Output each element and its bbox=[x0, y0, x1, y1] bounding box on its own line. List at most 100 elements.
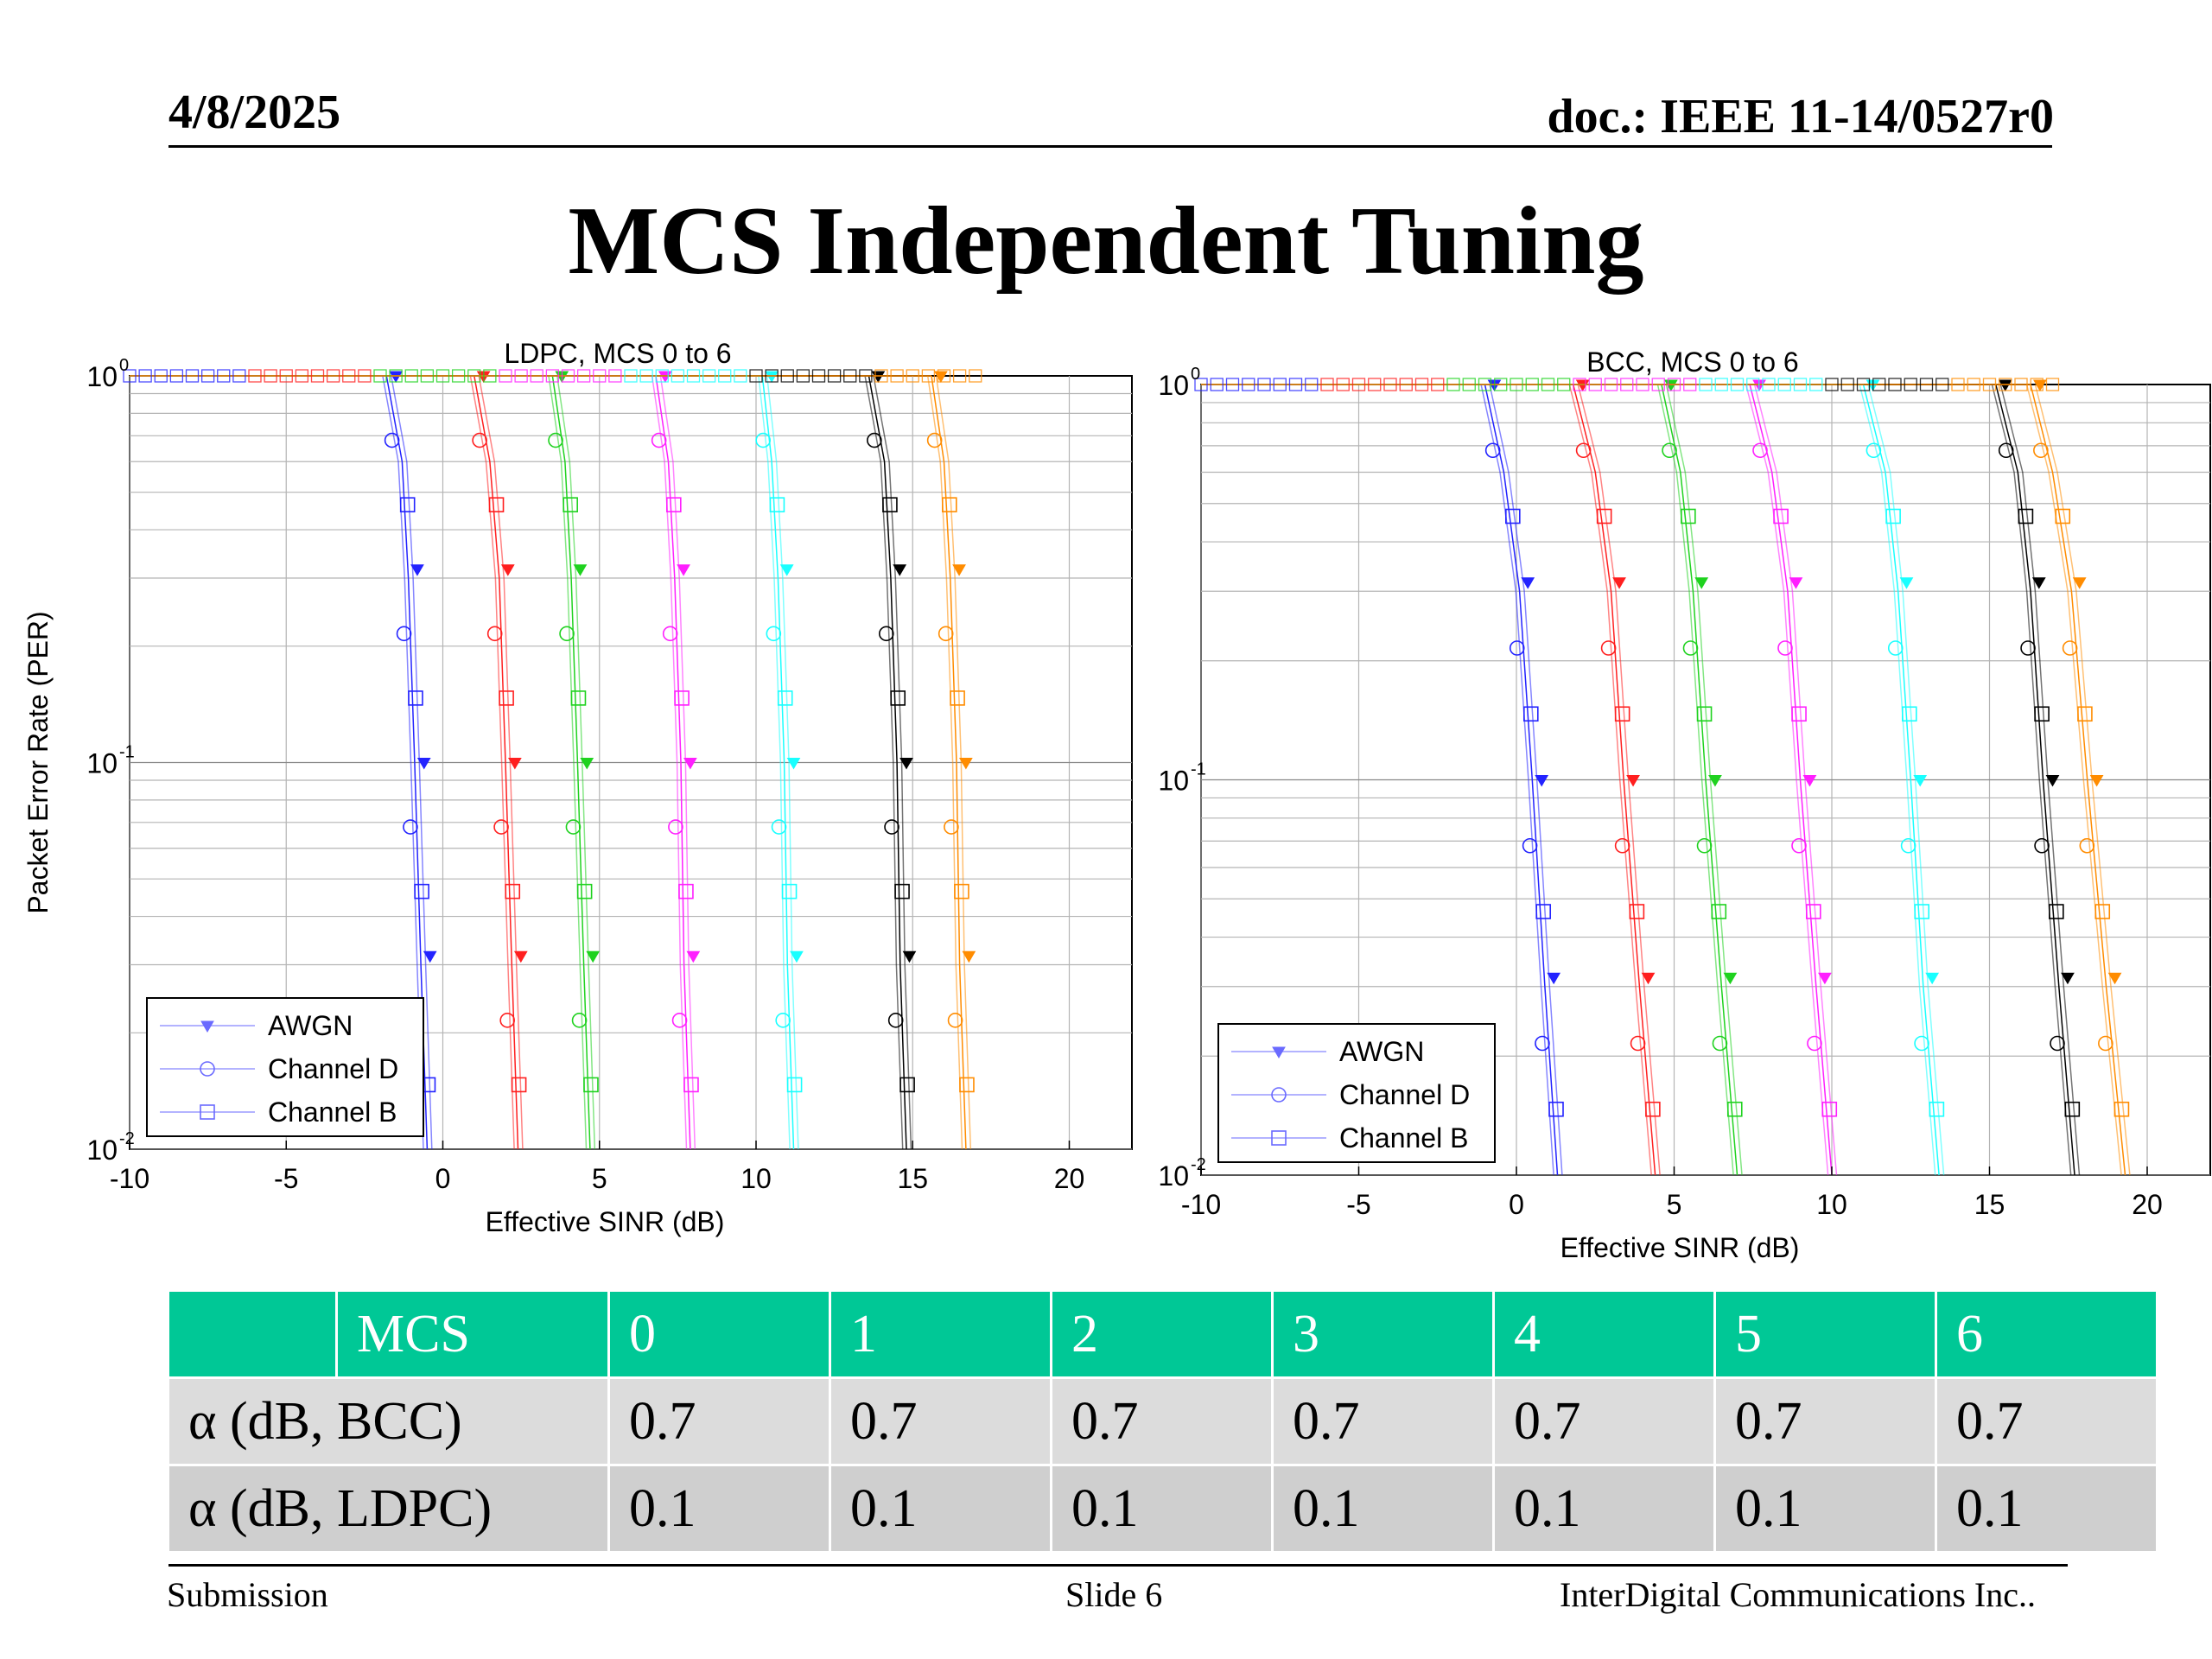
footer-submission: Submission bbox=[167, 1575, 328, 1614]
table-header-cell: 0 bbox=[607, 1289, 831, 1379]
x-axis-label: Effective SINR (dB) bbox=[486, 1206, 725, 1237]
data-marker-mcs-3 bbox=[674, 690, 690, 706]
data-marker bbox=[1951, 378, 1965, 391]
data-marker-mcs-2 bbox=[570, 690, 587, 706]
series-line-mcs-1 bbox=[1572, 384, 1656, 1176]
data-marker-mcs-5 bbox=[894, 883, 910, 899]
series-line-mcs-1 bbox=[474, 375, 519, 1150]
table-header-cell: 4 bbox=[1492, 1289, 1716, 1379]
header-doc-id: doc.: IEEE 11-14/0527r0 bbox=[1547, 90, 2054, 143]
data-marker bbox=[874, 369, 888, 383]
table-cell: 0.1 bbox=[1271, 1464, 1495, 1554]
data-marker-mcs-0 bbox=[399, 497, 416, 512]
data-marker-mcs-2 bbox=[1726, 1101, 1743, 1117]
data-marker bbox=[1194, 378, 1208, 391]
data-marker bbox=[1840, 378, 1854, 391]
data-marker-mcs-2 bbox=[1723, 972, 1738, 985]
x-tick-label: -10 bbox=[1181, 1189, 1221, 1220]
data-marker-mcs-3 bbox=[1791, 706, 1807, 722]
data-marker-mcs-6 bbox=[2107, 972, 2122, 985]
data-marker bbox=[1604, 378, 1618, 391]
data-marker-mcs-6 bbox=[2094, 904, 2111, 919]
data-marker-mcs-6 bbox=[2098, 1035, 2113, 1052]
series-line-mcs-2 bbox=[1661, 384, 1738, 1176]
data-marker bbox=[499, 369, 512, 383]
data-marker bbox=[1636, 378, 1649, 391]
data-marker bbox=[969, 369, 982, 383]
x-tick-label: 20 bbox=[1054, 1163, 1085, 1194]
data-marker bbox=[1210, 378, 1224, 391]
series-line-mcs-0 bbox=[382, 375, 424, 1150]
y-tick-exponent: -2 bbox=[1191, 1155, 1206, 1174]
data-marker-mcs-4 bbox=[790, 950, 804, 963]
data-marker-mcs-1 bbox=[508, 758, 522, 770]
data-marker-mcs-3 bbox=[686, 950, 701, 963]
y-tick-label: 10 bbox=[86, 1135, 118, 1166]
table-cell: 0.1 bbox=[829, 1464, 1052, 1554]
data-marker bbox=[1414, 378, 1429, 391]
legend-marker bbox=[1271, 1130, 1287, 1146]
legend-entry: Channel D bbox=[1339, 1079, 1470, 1110]
data-marker-mcs-5 bbox=[1998, 442, 2014, 459]
table-header-cell: 6 bbox=[1935, 1289, 2158, 1379]
series-line-mcs-4 bbox=[1862, 384, 1940, 1176]
data-marker-mcs-0 bbox=[1522, 706, 1539, 722]
data-marker bbox=[310, 369, 325, 383]
series-line-mcs-4 bbox=[766, 375, 799, 1150]
data-marker-mcs-5 bbox=[2045, 775, 2060, 787]
data-marker-mcs-1 bbox=[1596, 508, 1612, 524]
series-line-mcs-3 bbox=[1745, 384, 1829, 1176]
header-date: 4/8/2025 bbox=[168, 86, 341, 139]
data-marker bbox=[1351, 378, 1366, 391]
series-line-mcs-0 bbox=[390, 375, 433, 1150]
data-marker bbox=[169, 369, 184, 383]
data-marker-mcs-5 bbox=[2049, 904, 2064, 919]
x-tick-label: -10 bbox=[110, 1163, 149, 1194]
table-header-cell: 5 bbox=[1713, 1289, 1937, 1379]
data-marker bbox=[185, 369, 200, 383]
data-marker bbox=[389, 369, 403, 383]
data-marker-mcs-6 bbox=[2072, 577, 2087, 589]
y-tick-exponent: -1 bbox=[119, 743, 135, 762]
data-marker bbox=[358, 369, 372, 383]
data-marker bbox=[655, 369, 669, 383]
data-marker-mcs-3 bbox=[677, 564, 690, 576]
data-marker-mcs-0 bbox=[1535, 1035, 1550, 1052]
data-marker-mcs-2 bbox=[1681, 508, 1696, 524]
data-marker-mcs-1 bbox=[500, 564, 515, 576]
data-marker bbox=[921, 369, 936, 383]
data-curves bbox=[130, 371, 976, 1150]
data-marker-mcs-3 bbox=[1821, 1101, 1838, 1117]
table-cell: 0.1 bbox=[1492, 1464, 1716, 1554]
x-tick-label: -5 bbox=[1346, 1189, 1370, 1220]
data-marker bbox=[1982, 378, 1997, 391]
data-marker-mcs-2 bbox=[565, 819, 582, 835]
data-marker-mcs-2 bbox=[1708, 775, 1722, 787]
series-line-mcs-4 bbox=[1859, 384, 1936, 1176]
data-marker-mcs-5 bbox=[2064, 1101, 2081, 1117]
y-tick-label: 10 bbox=[1158, 370, 1189, 401]
y-tick-label: 10 bbox=[1158, 766, 1189, 797]
series-line-mcs-3 bbox=[659, 375, 696, 1150]
data-marker-mcs-3 bbox=[662, 626, 678, 642]
data-marker-mcs-4 bbox=[786, 1077, 803, 1093]
series-line-mcs-6 bbox=[2025, 384, 2122, 1176]
data-marker bbox=[1699, 378, 1713, 391]
data-marker-mcs-4 bbox=[771, 819, 787, 835]
data-marker-mcs-2 bbox=[580, 758, 594, 770]
x-tick-label: 0 bbox=[1509, 1189, 1524, 1220]
data-marker-mcs-2 bbox=[1694, 577, 1709, 589]
data-marker bbox=[718, 369, 732, 383]
data-marker bbox=[1730, 378, 1745, 391]
x-axis-label: Effective SINR (dB) bbox=[1560, 1232, 1800, 1263]
data-marker bbox=[200, 369, 215, 383]
series-line-mcs-5 bbox=[873, 375, 912, 1150]
data-marker bbox=[734, 369, 747, 383]
data-marker bbox=[326, 369, 340, 383]
data-marker bbox=[843, 369, 857, 383]
series-line-mcs-1 bbox=[478, 375, 524, 1150]
table-cell: 0.7 bbox=[1935, 1376, 2158, 1466]
data-marker bbox=[1762, 378, 1776, 391]
y-tick-exponent: -2 bbox=[119, 1129, 135, 1148]
data-marker-mcs-1 bbox=[1612, 577, 1626, 589]
